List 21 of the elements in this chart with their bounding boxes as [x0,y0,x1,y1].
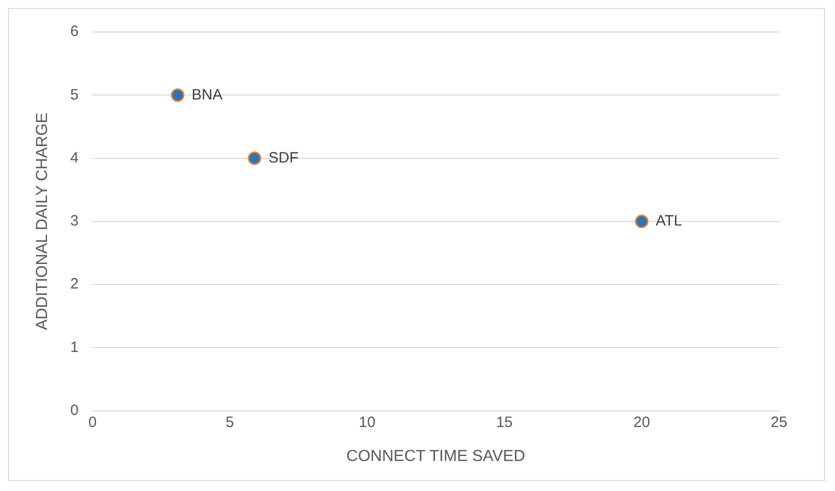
annotation: SDF [268,149,299,166]
point [170,88,184,102]
x-tick-label: 20 [633,414,650,431]
x-tick-label: 10 [358,414,376,431]
x-tick-label: 5 [226,414,234,431]
x-tick-label: 15 [496,414,513,431]
y-tick-label: 5 [70,86,79,104]
annotation: BNA [192,86,223,104]
y-tick-label: 1 [70,338,79,356]
point [634,214,648,228]
y-tick-label: 0 [70,402,79,419]
point [248,152,262,166]
annotation: ATL [656,212,682,230]
y-tick-label: 3 [70,212,79,230]
x-axis-title: CONNECT TIME SAVED [346,448,526,465]
y-tick-label: 6 [70,23,79,40]
y-tick-label: 2 [70,276,79,293]
y-tick-label: 4 [70,149,79,166]
x-tick-label: 25 [770,414,788,431]
y-axis-title: ADDITIONAL DAILY CHARGE [34,112,52,330]
x-tick-label: 0 [88,414,97,431]
